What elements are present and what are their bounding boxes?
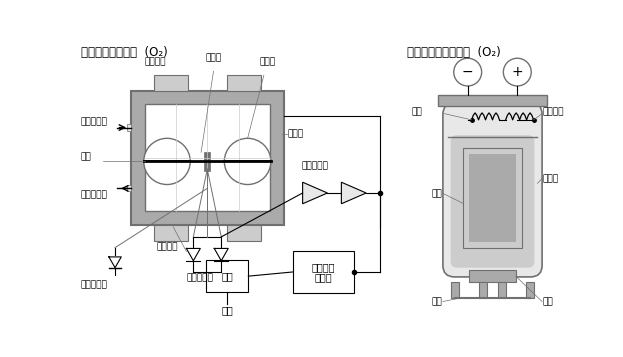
Bar	[438, 95, 547, 106]
Text: 磁力式测量原理图  (O₂): 磁力式测量原理图 (O₂)	[81, 46, 168, 59]
Bar	[206, 260, 249, 292]
Bar	[452, 282, 459, 298]
Text: 反射镜: 反射镜	[206, 53, 222, 62]
Text: 显示: 显示	[221, 271, 233, 281]
Text: 电阻: 电阻	[412, 108, 423, 117]
Bar	[526, 282, 533, 298]
Bar	[463, 148, 522, 248]
Text: 发光二极管: 发光二极管	[81, 280, 108, 289]
Text: 热敏电阻: 热敏电阻	[543, 108, 564, 117]
Bar	[498, 282, 506, 298]
Bar	[126, 185, 131, 191]
Text: 前置放大器: 前置放大器	[301, 161, 328, 170]
Bar	[154, 225, 188, 241]
Bar	[126, 125, 131, 131]
Text: 负极: 负极	[431, 189, 442, 198]
Text: 隔膜: 隔膜	[543, 297, 554, 306]
Bar	[293, 251, 354, 293]
Bar	[131, 91, 284, 225]
Text: 气体排气口: 气体排气口	[81, 190, 108, 199]
Text: 光电二极管: 光电二极管	[186, 273, 213, 282]
Bar	[469, 155, 516, 242]
Bar	[154, 75, 188, 91]
Circle shape	[144, 138, 190, 185]
Text: 测量室: 测量室	[287, 129, 303, 138]
Text: 永久磁铁: 永久磁铁	[156, 242, 178, 251]
Text: 正极: 正极	[431, 297, 442, 306]
Text: +: +	[511, 65, 523, 79]
Polygon shape	[341, 182, 366, 204]
Text: 电化学式测量原理图  (O₂): 电化学式测量原理图 (O₂)	[407, 46, 501, 59]
Circle shape	[224, 138, 271, 185]
Polygon shape	[303, 182, 328, 204]
Text: 气体进气口: 气体进气口	[81, 117, 108, 126]
Bar	[469, 270, 516, 282]
Circle shape	[454, 58, 482, 86]
FancyBboxPatch shape	[450, 135, 535, 268]
Bar	[227, 225, 261, 241]
Circle shape	[503, 58, 531, 86]
Bar	[227, 75, 261, 91]
Text: 信号处理: 信号处理	[312, 262, 335, 272]
Bar	[479, 282, 487, 298]
Text: 运算器: 运算器	[315, 272, 332, 282]
Bar	[145, 105, 270, 211]
Text: 电解液: 电解液	[543, 174, 559, 183]
Text: 永久磁铁: 永久磁铁	[145, 57, 166, 66]
FancyBboxPatch shape	[443, 103, 542, 277]
Text: −: −	[462, 65, 473, 79]
Text: 输出: 输出	[221, 305, 233, 316]
Text: 磁场: 磁场	[81, 152, 92, 161]
Text: 二连球: 二连球	[260, 57, 276, 66]
Bar	[204, 152, 211, 171]
